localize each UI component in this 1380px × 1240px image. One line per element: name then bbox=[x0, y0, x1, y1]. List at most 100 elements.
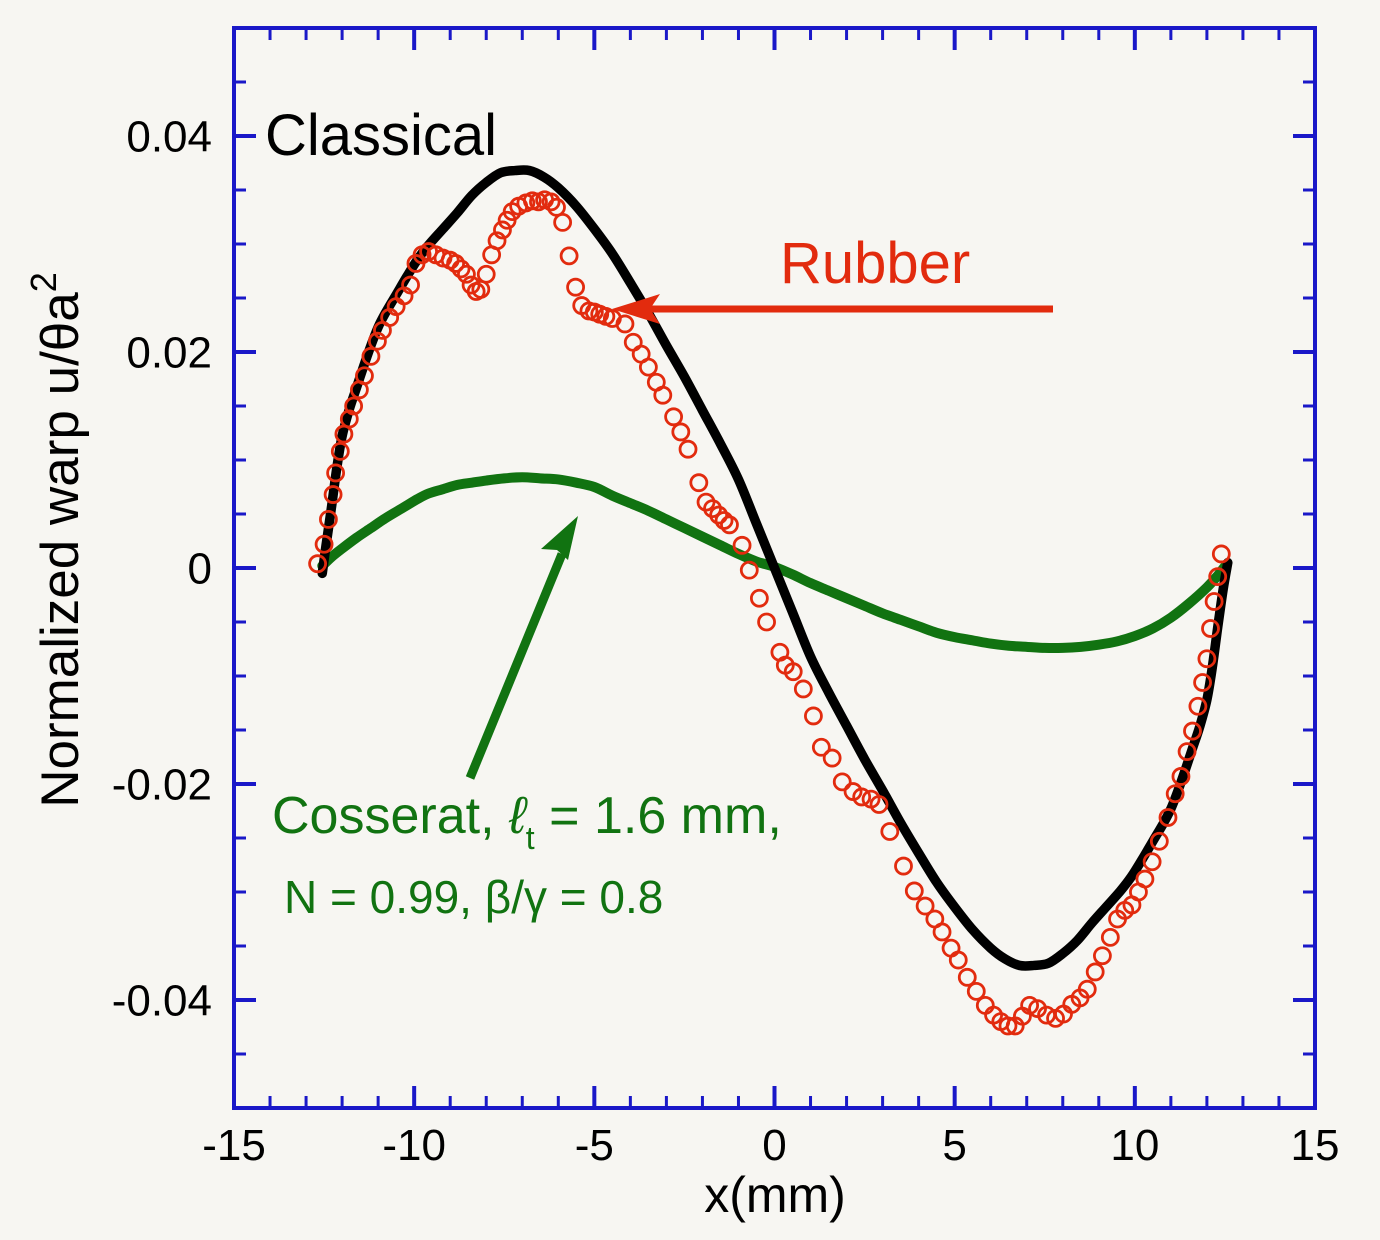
rubber-data-point bbox=[1142, 852, 1162, 872]
classical-curve bbox=[317, 165, 1233, 971]
data-series bbox=[308, 165, 1233, 1036]
rubber-data-point bbox=[822, 748, 842, 768]
rubber-data-point bbox=[1093, 946, 1112, 966]
x-tick-label: 0 bbox=[762, 1121, 786, 1170]
rubber-data-point bbox=[323, 485, 343, 504]
x-axis-title: x(mm) bbox=[704, 1167, 846, 1223]
rubber-data-point bbox=[487, 231, 507, 251]
rubber-data-point bbox=[553, 212, 573, 232]
rubber-data-point bbox=[1158, 808, 1178, 827]
cosserat-parameters-label: N = 0.99, β/γ = 0.8 bbox=[284, 871, 663, 923]
rubber-data-point bbox=[689, 473, 709, 493]
x-tick-label: 15 bbox=[1291, 1121, 1340, 1170]
rubber-data-point bbox=[1077, 979, 1097, 999]
y-tick-label: -0.04 bbox=[112, 976, 212, 1025]
rubber-data-point bbox=[739, 560, 759, 580]
y-tick-label: 0.04 bbox=[126, 112, 212, 161]
rubber-data-point bbox=[451, 259, 471, 279]
y-tick-label: 0.02 bbox=[126, 328, 212, 377]
y-tick-label: -0.02 bbox=[112, 760, 212, 809]
y-tick-label: 0 bbox=[188, 544, 212, 593]
rubber-data-point bbox=[671, 422, 691, 442]
plot-frame bbox=[232, 26, 1317, 1110]
rubber-data-point bbox=[1211, 544, 1231, 564]
rubber-data-point bbox=[339, 409, 359, 429]
x-tick-label: 10 bbox=[1110, 1121, 1159, 1170]
rubber-data-point bbox=[493, 220, 512, 240]
rubber-data-point bbox=[869, 795, 889, 814]
rubber-arrow-head-icon bbox=[612, 294, 660, 324]
rubber-data-point bbox=[793, 679, 813, 699]
rubber-data-point bbox=[319, 510, 338, 529]
rubber-data-point bbox=[1085, 962, 1105, 982]
y-axis-title: Normalized warp u/θa2 bbox=[23, 272, 90, 808]
rubber-data-point bbox=[314, 534, 334, 554]
rubber-data-point bbox=[957, 967, 977, 987]
rubber-data-point bbox=[894, 856, 913, 876]
rubber-data-point bbox=[880, 822, 900, 841]
rubber-data-point bbox=[915, 896, 935, 916]
rubber-data-point bbox=[1165, 784, 1185, 804]
ell-symbol: ℓ bbox=[508, 787, 528, 845]
rubber-data-point bbox=[811, 737, 831, 757]
rubber-data-point bbox=[1188, 696, 1208, 716]
rubber-data-point bbox=[941, 938, 961, 958]
ell-subscript: t bbox=[526, 820, 535, 856]
rubber-data-point bbox=[948, 950, 968, 970]
rubber-data-point bbox=[457, 264, 476, 284]
rubber-data-point bbox=[1100, 927, 1120, 947]
rubber-data-point bbox=[476, 264, 496, 284]
rubber-data-point bbox=[852, 787, 872, 807]
cosserat-curve bbox=[317, 472, 1233, 654]
rubber-data-point bbox=[344, 396, 364, 416]
rubber-series-label: Rubber bbox=[780, 231, 970, 296]
rubber-data-point bbox=[1183, 721, 1202, 741]
rubber-data-point bbox=[678, 439, 698, 459]
rubber-data-point bbox=[1177, 742, 1197, 761]
x-tick-label: -15 bbox=[202, 1121, 266, 1170]
rubber-data-point bbox=[998, 1016, 1018, 1036]
axes bbox=[232, 26, 1317, 1110]
rubber-data-points bbox=[308, 190, 1231, 1036]
rubber-data-point bbox=[638, 357, 658, 377]
rubber-data-point bbox=[664, 407, 684, 427]
cosserat-arrow-line bbox=[465, 552, 567, 780]
y-axis-title-main: Normalized warp u/θa bbox=[31, 292, 90, 808]
rubber-data-point bbox=[308, 554, 327, 574]
rubber-data-point bbox=[804, 706, 823, 726]
rubber-data-point bbox=[966, 981, 986, 1001]
x-tick-label: 5 bbox=[942, 1121, 966, 1170]
classical-curve-label: Classical bbox=[265, 103, 497, 168]
rubber-data-point bbox=[1201, 619, 1220, 638]
rubber-data-point bbox=[653, 385, 673, 405]
rubber-data-point bbox=[932, 922, 952, 942]
rubber-data-point bbox=[1197, 649, 1217, 669]
rubber-data-point bbox=[401, 275, 420, 295]
rubber-data-point bbox=[446, 254, 466, 273]
rubber-data-point bbox=[361, 346, 381, 366]
rubber-data-point bbox=[566, 277, 585, 297]
rubber-data-point bbox=[1193, 673, 1212, 692]
x-tick-label: -10 bbox=[382, 1121, 446, 1170]
y-axis-title-superscript: 2 bbox=[23, 272, 64, 292]
rubber-data-point bbox=[1135, 869, 1155, 889]
rubber-data-point bbox=[904, 881, 924, 901]
rubber-data-point bbox=[832, 772, 852, 792]
cosserat-label-prefix: Cosserat, bbox=[272, 787, 509, 845]
rubber-data-point bbox=[714, 511, 734, 530]
rubber-data-point bbox=[355, 366, 374, 386]
x-tick-label: -5 bbox=[575, 1121, 614, 1170]
rubber-data-point bbox=[732, 535, 752, 555]
rubber-data-point bbox=[330, 441, 350, 461]
rubber-data-point bbox=[1149, 831, 1169, 851]
rubber-data-point bbox=[559, 246, 579, 266]
rubber-data-point bbox=[783, 662, 803, 682]
rubber-data-point bbox=[709, 505, 729, 525]
rubber-data-point bbox=[368, 331, 387, 351]
rubber-data-point bbox=[1208, 567, 1228, 587]
tick-labels: -15 -10 -5 0 5 10 15 0.04 0.02 0 -0.02 -0.04 bbox=[112, 112, 1340, 1170]
rubber-data-point bbox=[1171, 767, 1191, 786]
cosserat-arrow-head-icon bbox=[541, 516, 578, 560]
rubber-data-point bbox=[757, 612, 776, 632]
